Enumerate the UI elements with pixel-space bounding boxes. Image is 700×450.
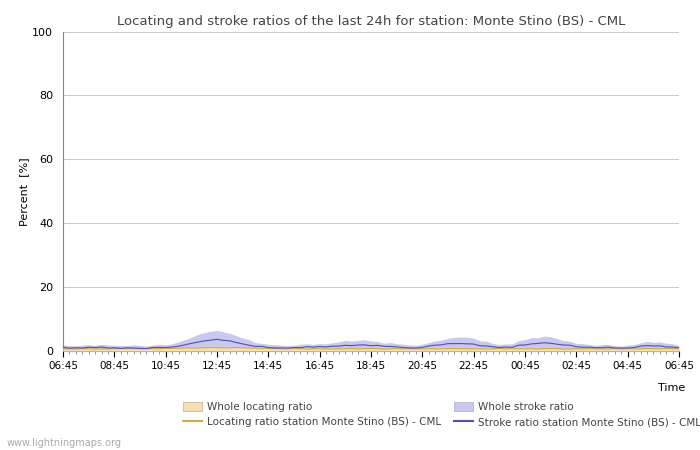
Legend: Whole locating ratio, Locating ratio station Monte Stino (BS) - CML, Whole strok: Whole locating ratio, Locating ratio sta… (179, 398, 700, 431)
Y-axis label: Percent  [%]: Percent [%] (20, 157, 29, 225)
X-axis label: Time: Time (658, 383, 685, 393)
Title: Locating and stroke ratios of the last 24h for station: Monte Stino (BS) - CML: Locating and stroke ratios of the last 2… (117, 14, 625, 27)
Text: www.lightningmaps.org: www.lightningmaps.org (7, 438, 122, 448)
